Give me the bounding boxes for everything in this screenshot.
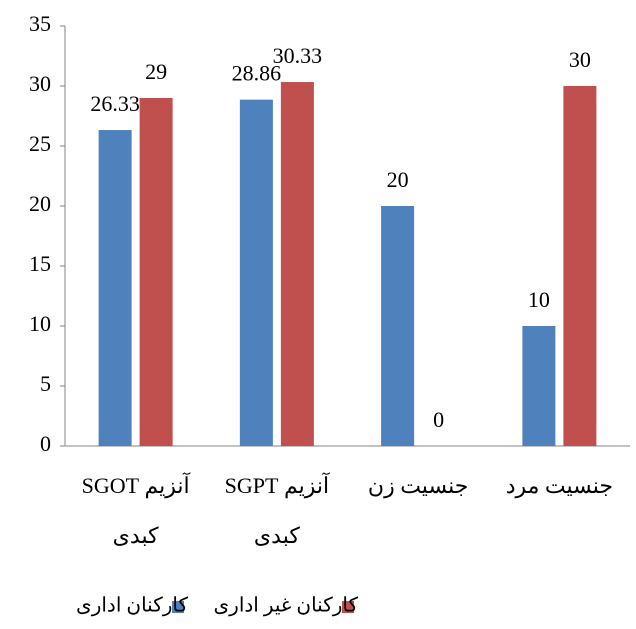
x-tick-label: آنزیم SGOT xyxy=(82,472,191,499)
x-tick-label: جنسیت زن xyxy=(368,473,468,499)
legend-label: کارکنان غیر اداری xyxy=(214,595,359,617)
data-label: 28.86 xyxy=(232,61,282,86)
y-tick-label: 25 xyxy=(29,131,51,156)
bar xyxy=(563,86,597,446)
x-tick-label: کبدی xyxy=(254,523,300,548)
data-label: 20 xyxy=(387,167,409,192)
bar xyxy=(139,98,173,446)
y-tick-label: 0 xyxy=(40,431,51,456)
y-tick-label: 20 xyxy=(29,191,51,216)
y-tick-label: 5 xyxy=(40,371,51,396)
data-label: 26.33 xyxy=(90,91,140,116)
y-tick-label: 15 xyxy=(29,251,51,276)
data-label: 30.33 xyxy=(273,43,323,68)
bar xyxy=(522,326,556,446)
bar xyxy=(280,82,314,446)
data-label: 30 xyxy=(569,47,591,72)
x-tick-label: جنسیت مرد xyxy=(506,473,613,499)
x-tick-label: کبدی xyxy=(113,523,159,548)
y-tick-label: 10 xyxy=(29,311,51,336)
legend-swatch xyxy=(172,601,184,613)
bar xyxy=(381,206,415,446)
bar xyxy=(239,99,273,447)
legend-swatch xyxy=(342,601,354,613)
data-label: 29 xyxy=(145,59,167,84)
data-label: 10 xyxy=(528,287,550,312)
x-tick-label: آنزیم SGPT xyxy=(225,472,330,499)
legend-label: کارکنان اداری xyxy=(76,595,188,617)
y-tick-label: 30 xyxy=(29,71,51,96)
data-label: 0 xyxy=(433,407,444,432)
bar xyxy=(98,130,132,447)
y-tick-label: 35 xyxy=(29,11,51,36)
